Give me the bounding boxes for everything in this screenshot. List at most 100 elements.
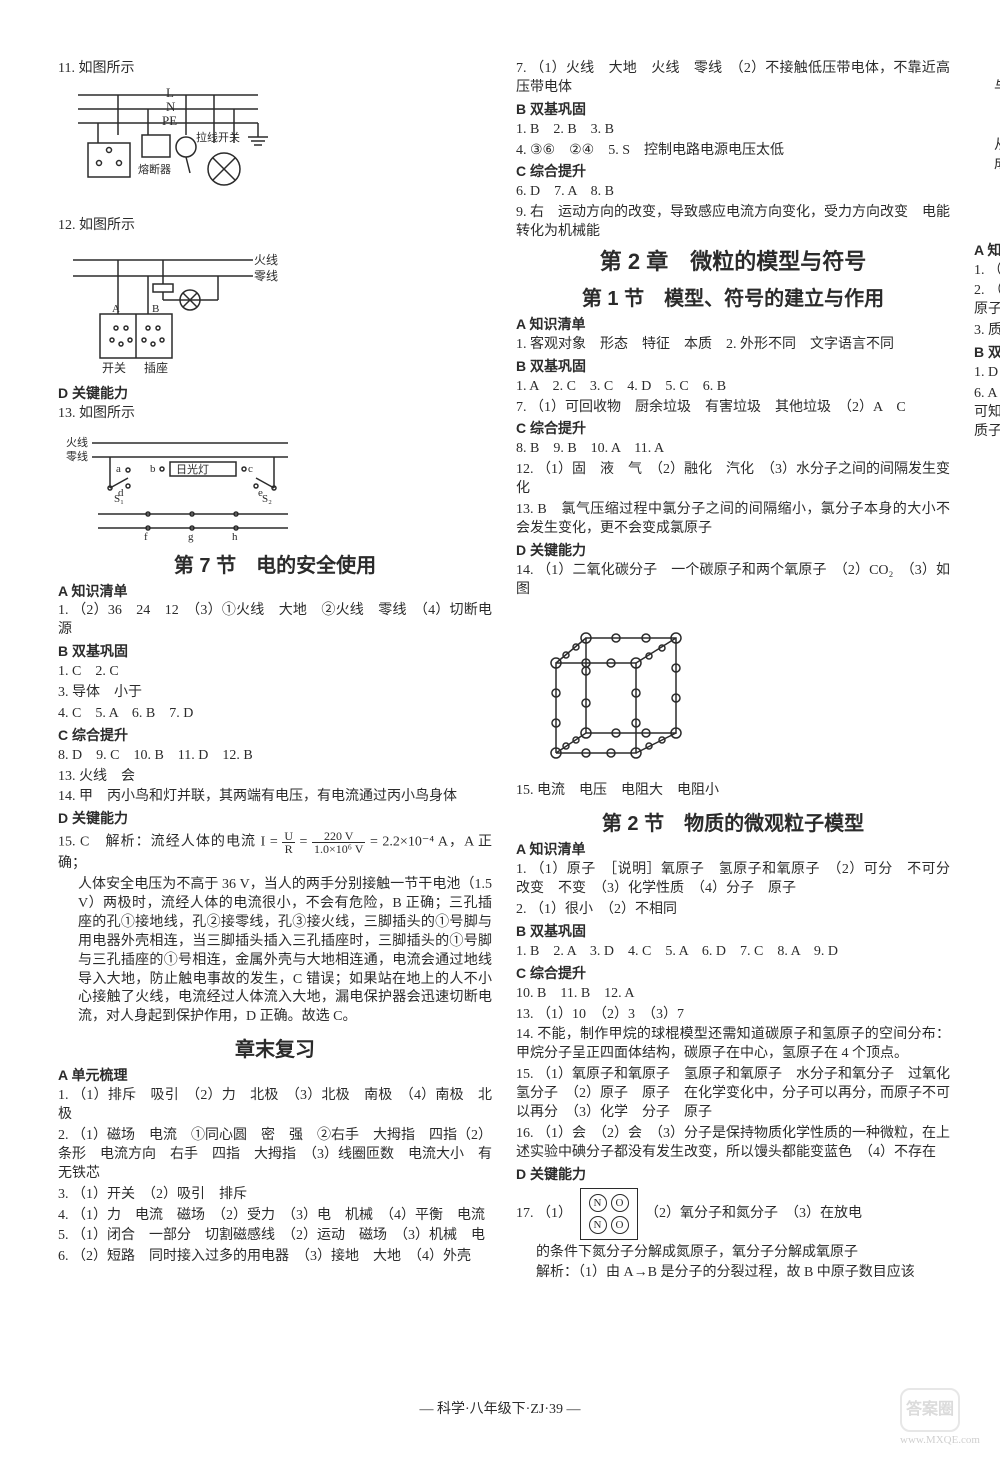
section-2-2-title: 第 2 节 物质的微观粒子模型 [516,807,950,836]
svg-text:c: c [248,463,253,475]
group-r2-a: A 知识清单 [516,840,950,859]
ans-r3-b-6: 6. A 解析：因为原子中，质子数＝核外电子数，由该原子的结构模型可知，其原子核… [974,385,1000,442]
watermark-logo-icon: 答案圈 [900,1388,960,1432]
ans-r-b1-1: 1. A 2. C 3. C 4. D 5. C 6. B [516,378,950,397]
group-c-combined-2: C 综合提升 [516,162,950,181]
ans-a2-3: 3. （1）开关 （2）吸引 排斥 [58,1186,492,1205]
ans-c2-6: 6. D 7. A 8. B [516,183,950,202]
svg-text:开关: 开关 [102,361,126,375]
ans-d2-15b: 人体安全电压为不高于 36 V，当人的两手分别接触一节干电池（1.5 V）两极时… [58,876,492,1027]
svg-text:火线: 火线 [254,253,278,267]
svg-text:A: A [112,303,120,315]
svg-text:a: a [116,463,121,475]
svg-text:熔断器: 熔断器 [138,162,171,176]
svg-text:e: e [258,487,263,499]
ans-r-c1-13: 13. B 氯气压缩过程中氯分子之间的间隔缩小，氯分子本身的大小不会发生变化，更… [516,501,950,539]
ans-c1-8: 8. D 9. C 10. B 11. D 12. B [58,747,492,766]
ans-r2-c-10: 10. B 11. B 12. A [516,985,950,1004]
ans-r2-a-2: 2. （1）很小 （2）不相同 [516,901,950,920]
page-footer: — 科学·八年级下·ZJ·39 — [0,1398,1000,1418]
svg-text:火线: 火线 [66,435,88,449]
fig-molecule-cube [516,603,950,778]
svg-text:b: b [150,463,156,475]
ans-c1-13: 13. 火线 会 [58,768,492,787]
group-r-d1: D 关键能力 [516,541,950,560]
group-a-knowledge-1: A 知识清单 [58,582,492,601]
svg-text:PE: PE [162,113,177,128]
ans-r2-b-1: 1. B 2. A 3. D 4. C 5. A 6. D 7. C 8. A … [516,943,950,962]
group-r-c1: C 综合提升 [516,419,950,438]
ans-r-b1-7: 7. （1）可回收物 厨余垃圾 有害垃圾 其他垃圾 （2）A C [516,399,950,418]
group-r2-c: C 综合提升 [516,964,950,983]
fig-12-circuit: 火线 零线 A B 开关 插座 [58,240,492,380]
ans-r2-c-13: 13. （1）10 （2）3 （3）7 [516,1006,950,1025]
svg-text:h: h [232,531,238,543]
ans-c1-14: 14. 甲 丙小鸟和灯并联，其两端有电压，有电流通过丙小鸟身体 [58,788,492,807]
q11-caption: 11. 如图所示 [58,60,492,79]
group-r3-a: A 知识清单 [974,241,1000,260]
d2-15a-pre: 15. C 解析：流经人体的电流 I = [58,835,278,850]
group-r2-b: B 双基巩固 [516,922,950,941]
svg-text:零线: 零线 [66,449,88,463]
ans-r2-c-16: 16. （1）会 （2）会 （3）分子是保持物质化学性质的一种微粒，在上述实验中… [516,1125,950,1163]
group-r-b1: B 双基巩固 [516,357,950,376]
eq-sign-1: = [300,835,312,850]
svg-text:拉线开关: 拉线开关 [196,130,240,144]
ans-a2-2: 2. （1）磁场 电流 ①同心圆 密 强 ②右手 大拇指 四指（2）条形 电流方… [58,1127,492,1184]
fig-13-circuit: 火线 零线 日光灯 b c S₁ a d S₂ e [58,428,492,543]
r2-d-17d-pre: 与 A 中的相同，所以相关粒子图形为 [994,80,1000,95]
ans-r2-d-17c: 解析：（1）由 A→B 是分子的分裂过程，故 B 中原子数目应该 [516,1264,950,1283]
ans-a2-1: 1. （1）排斥 吸引 （2）力 北极 （3）北极 南极 （4）南极 北极 [58,1087,492,1125]
ans-b1-1: 1. C 2. C [58,663,492,682]
group-b-basics-2: B 双基巩固 [516,100,950,119]
svg-text:S₂: S₂ [262,493,272,505]
svg-text:d: d [118,487,124,499]
ans-b2-1: 1. B 2. B 3. B [516,121,950,140]
ans-r2-d-17d: 与 A 中的相同，所以相关粒子图形为 NO NO 。 [974,60,1000,116]
group-r3-b: B 双基巩固 [974,343,1000,362]
ans-a2-6: 6. （2）短路 同时接入过多的用电器 （3）接地 大地 （4）外壳 [58,1248,492,1267]
ans-r2-d-17a: 17. （1） NO NO （2）氧分子和氮分子 （3）在放电 [516,1186,950,1242]
ans-r3-a-2: 2. （1）原子核 核外电子 电量 电性 电中性 （2）极小 高速 原子核 [974,282,1000,320]
group-b-basics-1: B 双基巩固 [58,642,492,661]
group-r-a1: A 知识清单 [516,315,950,334]
ans-a2-5: 5. （1）闭合 一部分 切割磁感线 （2）运动 磁场 （3）机械 电 [58,1227,492,1246]
svg-text:N: N [166,99,176,114]
ans-a2-7: 7. （1）火线 大地 火线 零线 （2）不接触低压带电体，不靠近高压带电体 [516,60,950,98]
ans-b2-4: 4. ③⑥ ②④ 5. S 控制电路电源电压太低 [516,142,950,161]
ans-r2-d-17b: 的条件下氮分子分解成氮原子，氧分子分解成氧原子 [516,1244,950,1263]
group-c-combined-1: C 综合提升 [58,726,492,745]
ans-d2-15a: 15. C 解析：流经人体的电流 I = U R = 220 V 1.0×10⁶… [58,830,492,874]
ans-r-a1-1: 1. 客观对象 形态 特征 本质 2. 外形不同 文字语言不同 [516,336,950,355]
ans-r3-b-1: 1. D 2. A 3. D 4. A 5. A [974,364,1000,383]
svg-text:g: g [188,531,194,543]
q12-caption: 12. 如图所示 [58,217,492,236]
ans-c2-9: 9. 右 运动方向的改变，导致感应电流方向变化，受力方向改变 电能转化为机械能 [516,204,950,242]
molecule-diagram-1: NO NO [580,1188,638,1240]
chapter-review-title: 章末复习 [58,1033,492,1062]
group-d-key-ability-2: D 关键能力 [58,809,492,828]
ans-r-c1-12: 12. （1）固 液 气 （2）融化 汽化 （3）水分子之间的间隔发生变化 [516,461,950,499]
section-2-3-title: 第 3 节 原子结构的模型 [974,181,1000,210]
section-2-1-title: 第 1 节 模型、符号的建立与作用 [516,282,950,311]
fraction-ur: U R [282,830,295,855]
group-r2-d: D 关键能力 [516,1165,950,1184]
ans-b1-3: 3. 导体 小于 [58,684,492,703]
ans-a2-4: 4. （1）力 电流 磁场 （2）受力 （3）电 机械 （4）平衡 电流 [58,1207,492,1226]
fig-11-circuit: L N PE 熔断器 [58,83,492,213]
lesson-1-title: 第 1 课时 原子的结构 [974,214,1000,239]
ans-r2-c-14: 14. 不能，制作甲烷的球棍模型还需知道碳原子和氢原子的空间分布：甲烷分子呈正四… [516,1026,950,1064]
svg-text:零线: 零线 [254,269,278,283]
ans-b1-4: 4. C 5. A 6. B 7. D [58,705,492,724]
svg-text:插座: 插座 [144,360,168,375]
svg-text:日光灯: 日光灯 [176,462,209,476]
ans-r3-a-1: 1. （1）汤姆生 （2）核式结构 （3）轨道 [974,262,1000,281]
group-a-unit-1: A 单元梳理 [58,1066,492,1085]
svg-text:B: B [152,303,159,315]
section-7-title: 第 7 节 电的安全使用 [58,549,492,578]
q13-caption: 13. 如图所示 [58,405,492,424]
ans-a1-1: 1. （2）36 24 12 （3）①火线 大地 ②火线 零线 （4）切断电源 [58,602,492,640]
ans-r-c1-8: 8. B 9. B 10. A 11. A [516,440,950,459]
ans-r-d1-14: 14. （1）二氧化碳分子 一个碳原子和两个氧原子 （2）CO₂ （3）如图 [516,562,950,600]
r2-d-17a-pre: 17. （1） [516,1206,572,1221]
